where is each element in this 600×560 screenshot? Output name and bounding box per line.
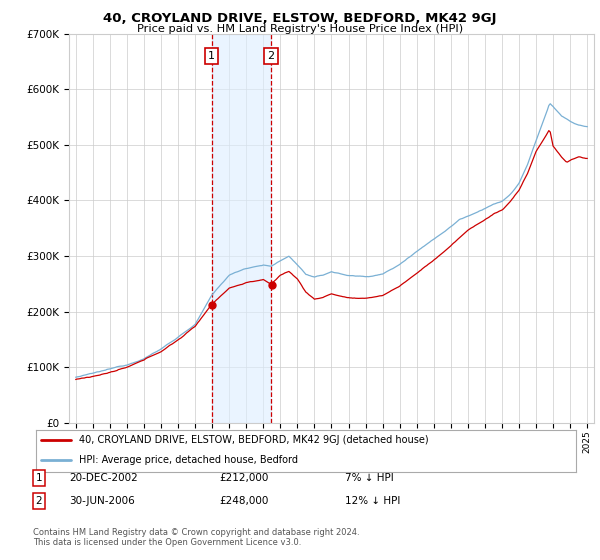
- Text: Price paid vs. HM Land Registry's House Price Index (HPI): Price paid vs. HM Land Registry's House …: [137, 24, 463, 34]
- Text: 7% ↓ HPI: 7% ↓ HPI: [345, 473, 394, 483]
- Text: 30-JUN-2006: 30-JUN-2006: [69, 496, 135, 506]
- Text: 20-DEC-2002: 20-DEC-2002: [69, 473, 138, 483]
- Text: 1: 1: [35, 473, 43, 483]
- Text: 40, CROYLAND DRIVE, ELSTOW, BEDFORD, MK42 9GJ (detached house): 40, CROYLAND DRIVE, ELSTOW, BEDFORD, MK4…: [79, 435, 429, 445]
- Bar: [212, 34, 271, 423]
- Text: 12% ↓ HPI: 12% ↓ HPI: [345, 496, 400, 506]
- Text: HPI: Average price, detached house, Bedford: HPI: Average price, detached house, Bedf…: [79, 455, 298, 465]
- Text: £248,000: £248,000: [219, 496, 268, 506]
- Text: 2: 2: [268, 51, 275, 61]
- Text: Contains HM Land Registry data © Crown copyright and database right 2024.
This d: Contains HM Land Registry data © Crown c…: [33, 528, 359, 547]
- Text: 1: 1: [208, 51, 215, 61]
- Text: £212,000: £212,000: [219, 473, 268, 483]
- Text: 40, CROYLAND DRIVE, ELSTOW, BEDFORD, MK42 9GJ: 40, CROYLAND DRIVE, ELSTOW, BEDFORD, MK4…: [103, 12, 497, 25]
- Text: 2: 2: [35, 496, 43, 506]
